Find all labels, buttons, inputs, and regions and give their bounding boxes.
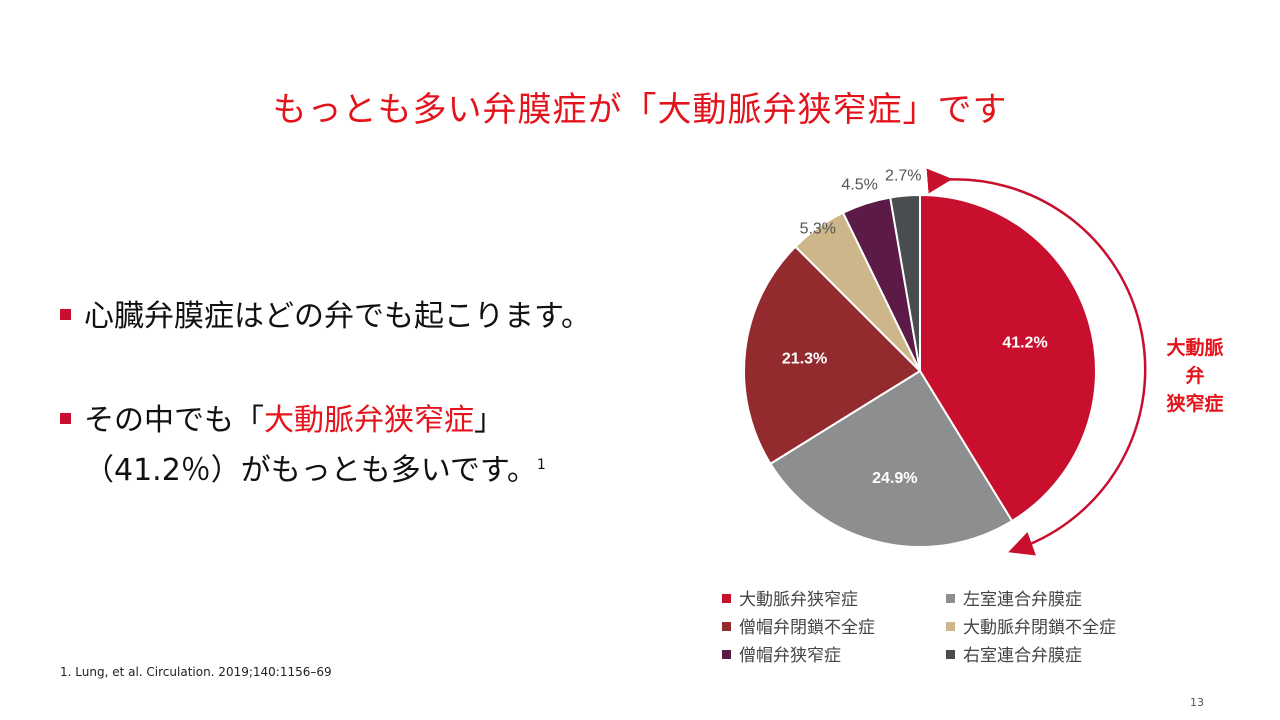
pie-data-label: 4.5% [841, 176, 877, 193]
footnote: 1. Lung, et al. Circulation. 2019;140:11… [60, 665, 332, 679]
legend-label: 右室連合弁膜症 [963, 646, 1082, 666]
bullet-text-2-post: 」（41.2％）がもっとも多いです。 [84, 403, 537, 488]
legend-swatch [946, 622, 955, 631]
legend-item: 僧帽弁閉鎖不全症 [722, 613, 875, 638]
footnote-reference: 1 [536, 457, 546, 473]
bracket-label-line-2: 狭窄症 [1166, 393, 1224, 415]
pie-slice [743, 245, 922, 466]
legend-swatch [722, 622, 731, 631]
pie-slice [889, 193, 921, 372]
legend-item: 僧帽弁狭窄症 [722, 641, 841, 666]
slide-title: もっとも多い弁膜症が「大動脈弁狭窄症」です [272, 90, 1008, 130]
legend-swatch [946, 650, 955, 659]
bracket-arrow [926, 168, 1147, 556]
legend-swatch [722, 594, 731, 603]
pie-data-label: 41.2% [1002, 334, 1047, 351]
page-number: 13 [1190, 696, 1204, 709]
legend-swatch [946, 594, 955, 603]
legend-swatch [722, 650, 731, 659]
legend-item: 左室連合弁膜症 [946, 585, 1082, 610]
legend-label: 左室連合弁膜症 [963, 590, 1082, 610]
legend-item: 右室連合弁膜症 [946, 641, 1082, 666]
bracket-label-line-1: 大動脈弁 [1166, 337, 1224, 387]
bullet-marker [60, 413, 71, 424]
pie-data-label: 2.7% [885, 168, 921, 185]
legend-label: 大動脈弁閉鎖不全症 [963, 618, 1116, 638]
bullet-text-1: 心臓弁膜症はどの弁でも起こります。 [84, 299, 591, 334]
legend-label: 大動脈弁狭窄症 [739, 590, 858, 610]
pie-data-label: 21.3% [782, 351, 827, 368]
legend-label: 僧帽弁狭窄症 [739, 646, 841, 666]
bullet-item-2: その中でも「大動脈弁狭窄症」（41.2％）がもっとも多いです。1 [60, 399, 620, 493]
legend-item: 大動脈弁狭窄症 [722, 585, 858, 610]
pie-slices [743, 193, 1097, 548]
bullet-item-1: 心臓弁膜症はどの弁でも起こります。 [60, 295, 620, 339]
bullet-list: 心臓弁膜症はどの弁でも起こります。 その中でも「大動脈弁狭窄症」（41.2％）が… [60, 295, 620, 553]
bracket-label: 大動脈弁 狭窄症 [1160, 334, 1230, 418]
legend-label: 僧帽弁閉鎖不全症 [739, 618, 875, 638]
pie-data-label: 24.9% [872, 470, 917, 487]
pie-data-label: 5.3% [800, 221, 836, 238]
bullet-text-2-pre: その中でも「 [84, 403, 264, 438]
bullet-marker [60, 309, 71, 320]
legend-item: 大動脈弁閉鎖不全症 [946, 613, 1116, 638]
bullet-text-2-highlight: 大動脈弁狭窄症 [264, 403, 474, 438]
